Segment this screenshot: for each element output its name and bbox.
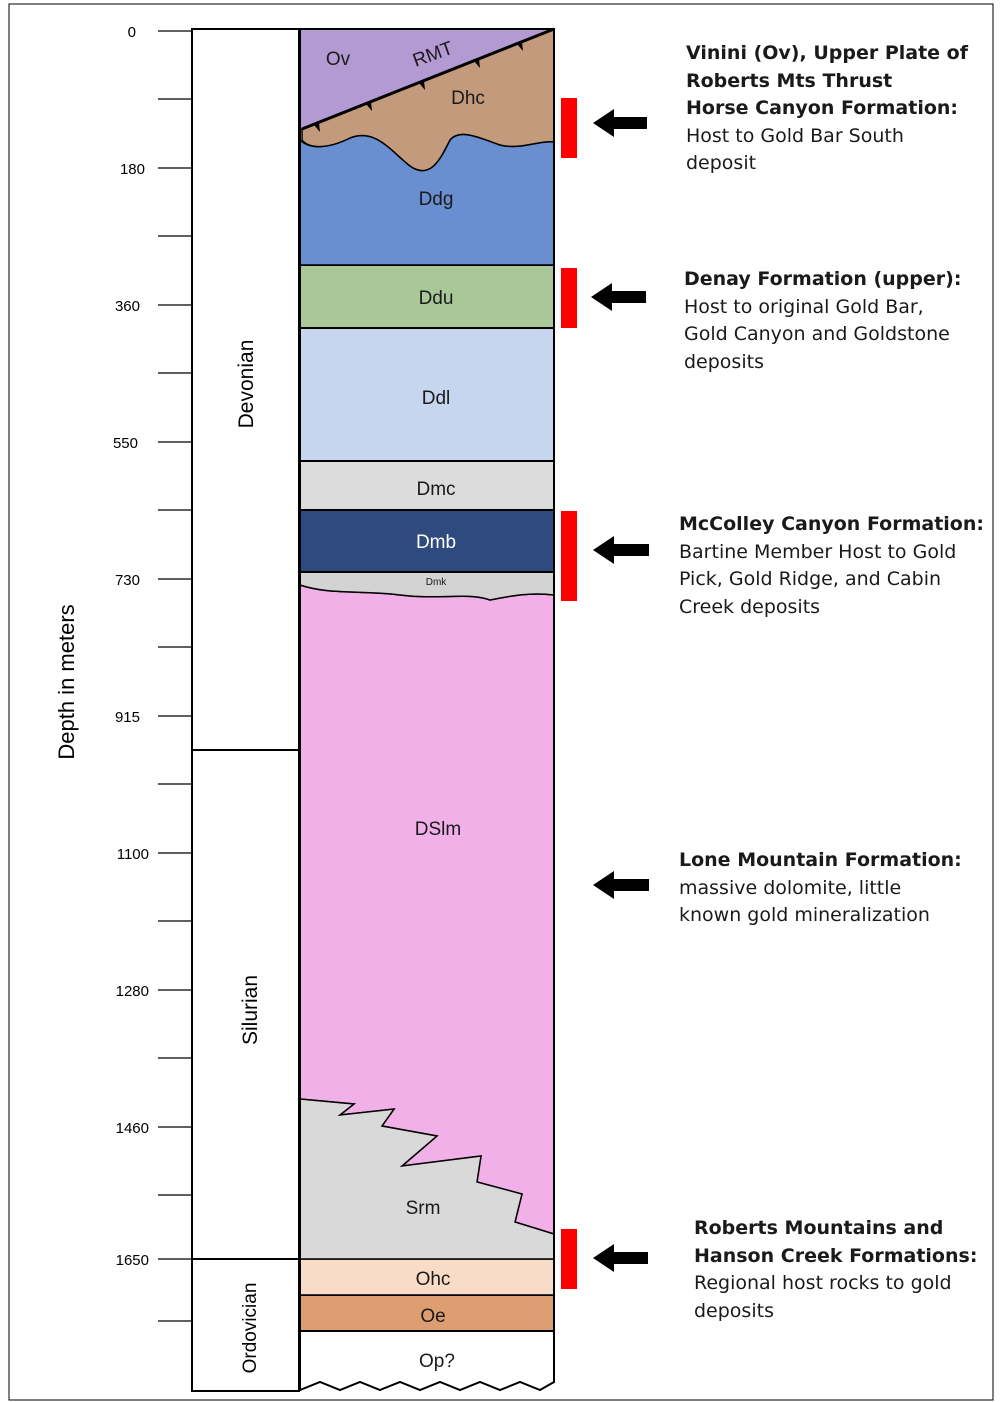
annotation-text: Host to original Gold Bar, [684,295,924,318]
left-arrow-icon [593,871,649,899]
unit-label-ddl: Ddl [422,388,451,409]
annotation-heading: Hanson Creek Formations: [694,1244,978,1267]
annotation-heading: Roberts Mountains and [694,1217,944,1239]
annotation-text: massive dolomite, little [679,876,902,899]
unit-ddl-fill [299,327,555,462]
period-ordovician-label: Ordovician [240,1283,261,1374]
unit-dmc-fill [299,460,555,511]
thrust-teeth [314,42,523,132]
tick-label: 915 [115,709,140,726]
unit-ddu-fill [299,264,555,329]
roberts-mts-thrust-line [301,27,555,131]
tick-label: 1460 [116,1120,149,1137]
tick-label: 360 [115,298,140,315]
annotation-text: Creek deposits [679,595,821,618]
unit-dmk-fill [299,571,555,601]
depth-ticks [158,30,192,1322]
annotation-text: deposits [694,1299,774,1322]
unit-label-ov: Ov [326,49,351,70]
left-arrow-icon [593,109,647,137]
unit-op-fill [299,1330,555,1392]
left-arrow-icon [593,536,649,564]
host-markers [561,98,577,1289]
lithology-column-border [299,28,555,1332]
annotation-text: Regional host rocks to gold [694,1272,952,1294]
host-marker-bar [561,1229,577,1289]
annotation-text: deposit [686,152,757,174]
annotation-heading: McColley Canyon Formation: [679,513,984,535]
annotation-denay: Denay Formation (upper): Host to origina… [684,266,961,376]
lithology-column [299,27,555,1392]
annotation-lone-mountain: Lone Mountain Formation: massive dolomit… [679,847,962,930]
annotation-heading: Horse Canyon Formation: [686,97,959,119]
unit-label-dhc: Dhc [451,88,485,109]
annotation-text: Host to Gold Bar South [686,124,904,147]
tick-label: 1100 [117,846,149,863]
unit-label-dmc: Dmc [416,479,455,500]
annotation-text: Bartine Member Host to Gold [679,540,957,563]
annotation-heading: Roberts Mts Thrust [686,69,893,92]
pointer-arrows [591,109,649,1272]
annotation-text: deposits [684,350,764,373]
annotation-roberts-mountains: Roberts Mountains and Hanson Creek Forma… [694,1215,977,1325]
host-marker-bar [561,98,577,158]
host-marker-bar [561,268,577,328]
depth-axis-title: Depth in meters [54,604,79,759]
annotation-heading: Vinini (Ov), Upper Plate of [686,42,968,64]
period-silurian-label: Silurian [239,975,262,1045]
unit-label-ohc: Ohc [416,1269,451,1290]
annotation-text: Pick, Gold Ridge, and Cabin [679,568,942,590]
unit-label-dmb: Dmb [416,532,456,553]
unit-label-op: Op? [419,1351,455,1372]
period-devonian-label: Devonian [235,340,258,429]
annotation-text: Gold Canyon and Goldstone [684,323,950,345]
tick-label: 730 [115,572,140,589]
left-arrow-icon [593,1244,648,1272]
tick-label: 1280 [116,983,149,1000]
annotation-mccolley-canyon: McColley Canyon Formation: Bartine Membe… [679,511,984,621]
unit-label-dslm: DSlm [415,819,461,840]
tick-label: 550 [113,435,138,452]
unit-label-oe: Oe [420,1306,445,1327]
unit-label-srm: Srm [406,1198,441,1219]
unit-label-ddg: Ddg [419,189,454,210]
annotation-heading: Lone Mountain Formation: [679,849,962,871]
figure-border [8,3,994,1401]
host-marker-bar [561,511,577,601]
period-silurian-box [191,749,300,1260]
unit-label-ddu: Ddu [419,288,454,309]
unit-label-dmk: Dmk [426,577,448,588]
left-arrow-icon [591,283,646,311]
tick-label: 0 [128,24,136,41]
annotation-text: known gold mineralization [679,904,930,926]
tick-label: 1650 [116,1252,149,1269]
annotation-horse-canyon: Vinini (Ov), Upper Plate of Roberts Mts … [686,40,968,178]
annotation-heading: Denay Formation (upper): [684,268,962,290]
period-devonian-box [191,28,300,751]
unit-dhc-fill [301,27,555,172]
tick-label: 180 [120,161,145,178]
period-column: Devonian Silurian Ordovician [191,28,300,1392]
